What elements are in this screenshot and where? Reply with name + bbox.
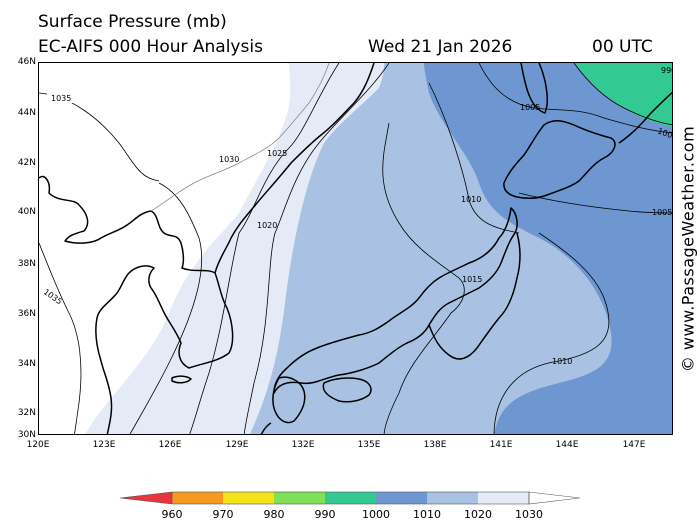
coast-sakhalin (520, 63, 549, 114)
coast-kurils (618, 91, 672, 144)
lon-label-123e: 123E (92, 440, 116, 450)
color-legend (0, 490, 700, 525)
legend-label-980: 980 (263, 508, 285, 521)
map-canvas: 1035 1035 1030 1025 1020 1015 1010 1010 … (39, 63, 673, 434)
lon-label-126e: 126E (158, 440, 182, 450)
legend-label-1000: 1000 (362, 508, 390, 521)
pressure-map: 1035 1035 1030 1025 1020 1015 1010 1010 … (38, 62, 673, 435)
legend-label-990: 990 (314, 508, 336, 521)
watermark: © www.PassageWeather.com (678, 62, 698, 435)
lon-label-144e: 144E (555, 440, 579, 450)
legend-swatch-1020 (427, 492, 478, 504)
valid-date: Wed 21 Jan 2026 (368, 37, 513, 57)
border-china-korea (150, 63, 330, 212)
coast-mainland-asia (39, 175, 234, 434)
coast-hokkaido (503, 120, 616, 200)
legend-bar (119, 491, 581, 505)
isobar-label-1025: 1025 (267, 149, 287, 158)
legend-arrow-low (119, 491, 173, 505)
isobar-1005-east (518, 192, 672, 214)
isobar-label-1010-north: 1010 (461, 195, 481, 204)
legend-swatch-1000 (325, 492, 376, 504)
isobar-label-1030: 1030 (219, 155, 239, 164)
lat-label-32n: 32N (17, 408, 36, 418)
isobar-label-1015: 1015 (462, 275, 482, 284)
lat-label-42n: 42N (17, 158, 36, 168)
lon-label-132e: 132E (291, 440, 315, 450)
isobar-1005-north (478, 63, 672, 134)
isobar-1010-south (493, 232, 610, 434)
legend-swatch-980 (223, 492, 274, 504)
legend-label-960: 960 (161, 508, 183, 521)
label-bg (47, 92, 73, 103)
watermark-text: © www.PassageWeather.com (678, 125, 698, 372)
lat-label-36n: 36N (17, 309, 36, 319)
isobar-label-990: 990 (661, 66, 673, 75)
coast-honshu-pacific (428, 232, 521, 360)
band-1010 (424, 63, 672, 434)
coast-shikoku (322, 377, 372, 403)
legend-arrow-high (528, 491, 581, 505)
isobar-1015 (382, 122, 465, 434)
legend-label-1030: 1030 (515, 508, 543, 521)
lat-label-40n: 40N (17, 207, 36, 217)
legend-swatch-970 (172, 492, 223, 504)
legend-outline (171, 491, 530, 505)
legend-swatch-990 (274, 492, 325, 504)
lon-label-120e: 120E (26, 440, 50, 450)
lon-label-135e: 135E (357, 440, 381, 450)
isobar-label-1005-east: 1005 (652, 208, 672, 217)
coast-honshu (273, 207, 518, 394)
legend-label-1020: 1020 (464, 508, 492, 521)
legend-label-970: 970 (212, 508, 234, 521)
model-run-label: EC-AIFS 000 Hour Analysis (38, 37, 263, 57)
isobar-label-1005-north: 1005 (520, 103, 540, 112)
isobar-label-1035-a: 1035 (51, 94, 71, 103)
lat-label-44n: 44N (17, 108, 36, 118)
isobar-1035-west (39, 242, 82, 434)
band-990 (574, 63, 672, 128)
coast-ryukyu (260, 422, 272, 434)
lon-label-138e: 138E (423, 440, 447, 450)
lon-label-129e: 129E (225, 440, 249, 450)
isobar-label-1010-south: 1010 (552, 357, 572, 366)
isobar-990 (573, 63, 672, 126)
lat-label-38n: 38N (17, 259, 36, 269)
lon-label-147e: 147E (622, 440, 646, 450)
lat-label-46n: 46N (17, 57, 36, 67)
legend-label-1010: 1010 (413, 508, 441, 521)
coast-kyushu (272, 376, 306, 424)
lat-label-34n: 34N (17, 359, 36, 369)
lon-label-141e: 141E (489, 440, 513, 450)
coastlines (39, 63, 672, 434)
isobar-1025 (189, 63, 340, 434)
legend-swatch-960 (120, 492, 172, 504)
legend-swatch-1030 (478, 492, 529, 504)
lat-label-30n: 30N (17, 430, 36, 440)
isobar-label-1020: 1020 (257, 221, 277, 230)
isobar-lines (39, 63, 672, 434)
valid-time: 00 UTC (592, 37, 653, 57)
isobar-1030 (129, 182, 203, 434)
legend-swatch-1010 (376, 492, 427, 504)
isobar-1020 (243, 63, 390, 434)
coast-jeju (171, 375, 192, 384)
coast-korea-east (214, 63, 375, 274)
chart-title: Surface Pressure (mb) (38, 12, 227, 32)
isobar-1010-north (428, 82, 520, 234)
